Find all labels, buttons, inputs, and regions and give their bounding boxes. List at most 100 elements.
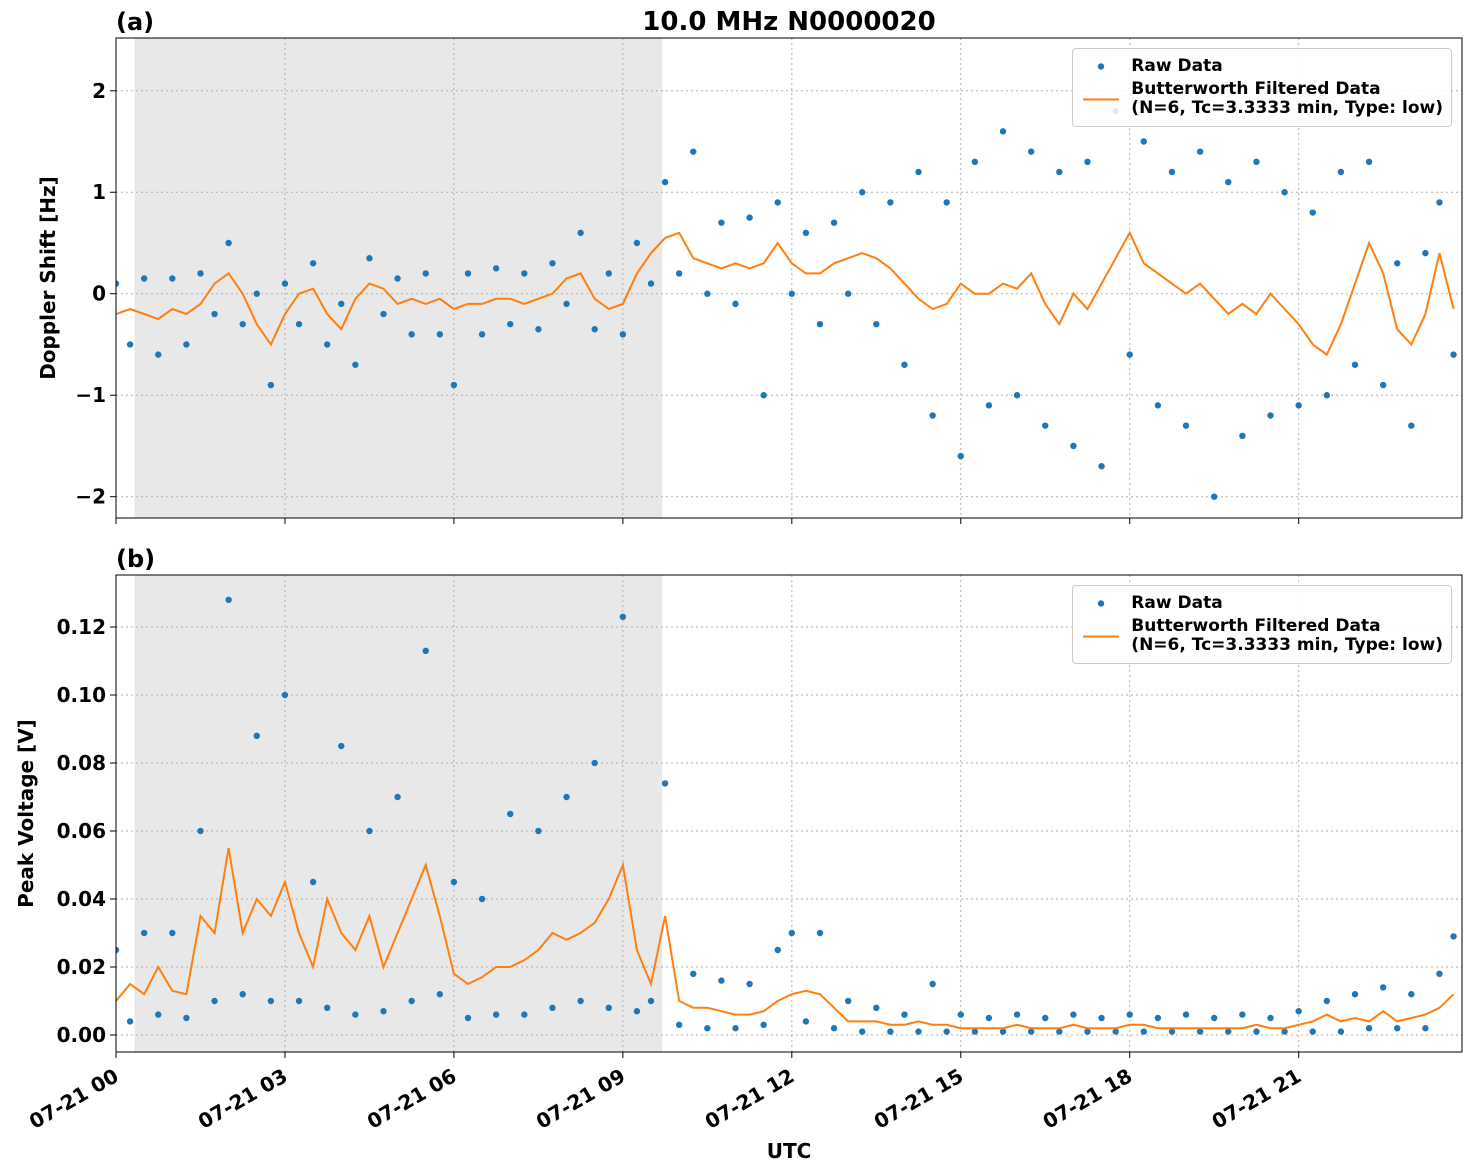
raw-point <box>591 326 598 333</box>
axes-frame <box>115 574 1463 1053</box>
y-tick-label: 0.02 <box>57 955 106 979</box>
x-tick-label: 07-21 09 <box>532 1064 630 1134</box>
raw-point <box>577 997 584 1005</box>
raw-point <box>1323 997 1331 1005</box>
raw-point <box>1013 392 1021 399</box>
legend-label: Butterworth Filtered Data (N=6, Tc=3.333… <box>1131 79 1443 118</box>
raw-point <box>267 381 275 389</box>
raw-point <box>422 647 429 655</box>
raw-point <box>957 452 964 460</box>
raw-point <box>239 320 246 328</box>
raw-point <box>1070 442 1077 450</box>
raw-point <box>169 275 176 282</box>
raw-point <box>1112 1028 1119 1035</box>
raw-point <box>521 1011 528 1018</box>
raw-point <box>957 1011 964 1018</box>
raw-point <box>943 199 950 206</box>
raw-point <box>999 128 1007 135</box>
raw-point <box>478 331 486 338</box>
raw-point <box>436 991 444 998</box>
raw-point <box>253 732 260 740</box>
raw-point <box>267 997 275 1005</box>
raw-point <box>126 341 134 348</box>
raw-point <box>394 275 401 282</box>
filtered-line <box>116 230 1455 357</box>
raw-point <box>1225 1028 1232 1035</box>
raw-point <box>718 219 725 226</box>
y-tick-label: 2 <box>92 79 106 103</box>
raw-point <box>450 878 458 886</box>
raw-point <box>197 270 204 277</box>
legend-key <box>1081 90 1121 109</box>
raw-point <box>1098 1014 1105 1022</box>
raw-point <box>1379 381 1387 389</box>
raw-point <box>352 361 359 368</box>
raw-point <box>169 929 176 937</box>
raw-point <box>577 229 584 237</box>
raw-point <box>929 412 936 419</box>
legend-dot <box>1098 600 1105 607</box>
y-tick-label: 0.04 <box>57 887 106 911</box>
raw-point <box>1323 392 1331 399</box>
x-tick-label: 07-21 18 <box>1039 1064 1137 1134</box>
raw-point <box>1408 991 1415 998</box>
raw-point <box>197 827 204 835</box>
raw-point <box>338 300 345 308</box>
raw-point <box>1239 1011 1246 1018</box>
panel-label: (a) <box>116 8 154 36</box>
x-tick-label: 07-21 06 <box>363 1064 461 1134</box>
raw-point <box>1337 1028 1345 1035</box>
raw-point <box>1140 1028 1148 1035</box>
raw-point <box>802 1018 810 1025</box>
raw-point <box>1365 1025 1373 1032</box>
x-tick-label: 07-21 21 <box>1208 1064 1306 1134</box>
raw-point <box>788 290 796 297</box>
raw-point <box>591 759 598 767</box>
raw-point <box>1267 1014 1274 1022</box>
raw-point <box>239 991 246 998</box>
raw-point <box>1394 260 1401 267</box>
x-tick-label: 07-21 15 <box>870 1064 968 1134</box>
raw-point <box>1408 422 1415 429</box>
raw-point <box>394 793 401 801</box>
y-tick-label: 0.10 <box>57 683 106 707</box>
raw-point <box>1225 178 1232 186</box>
raw-point <box>661 780 669 787</box>
raw-point <box>281 691 289 699</box>
raw-point <box>1211 493 1218 500</box>
raw-point <box>1422 249 1429 257</box>
raw-point <box>366 827 373 835</box>
raw-point <box>535 326 542 333</box>
raw-point <box>408 331 415 338</box>
raw-point <box>549 260 556 267</box>
raw-point <box>999 1028 1007 1035</box>
raw-point <box>675 1021 683 1029</box>
plot-area <box>116 107 1457 500</box>
raw-point <box>746 980 753 988</box>
raw-point <box>915 1028 922 1035</box>
raw-point <box>929 980 936 988</box>
raw-point <box>633 1008 641 1015</box>
raw-point <box>887 199 894 206</box>
raw-point <box>323 341 331 348</box>
raw-point <box>971 158 979 166</box>
raw-point <box>1281 189 1288 196</box>
raw-point <box>605 270 612 277</box>
raw-point <box>1168 1028 1176 1035</box>
raw-point <box>492 265 500 272</box>
raw-point <box>1013 1011 1021 1018</box>
legend-key <box>1081 57 1121 76</box>
raw-point <box>887 1028 894 1035</box>
raw-point <box>183 1014 190 1022</box>
x-axis-label: UTC <box>767 1139 812 1163</box>
raw-point <box>408 997 415 1005</box>
raw-point <box>760 1021 767 1029</box>
raw-point <box>1337 168 1345 176</box>
y-axis-label: Peak Voltage [V] <box>14 719 38 908</box>
raw-point <box>859 1028 866 1035</box>
legend: Raw Data Butterworth Filtered Data (N=6, … <box>1072 48 1452 127</box>
raw-point <box>309 260 317 267</box>
x-tick-label: 07-21 12 <box>701 1064 799 1134</box>
raw-point <box>1379 984 1387 991</box>
